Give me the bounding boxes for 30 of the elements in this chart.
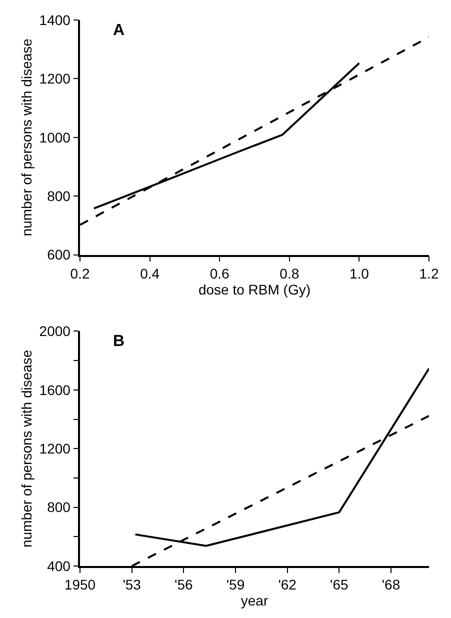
x-tick-label: '65 (330, 576, 348, 593)
y-axis-title: number of persons with disease (18, 350, 34, 548)
x-tick-label: 1.2 (419, 265, 439, 282)
x-tick-label: '68 (382, 576, 400, 593)
y-tick-label: 1200 (39, 440, 71, 457)
chart-title: A (113, 22, 125, 39)
y-tick-label: 600 (47, 246, 71, 263)
x-tick-label: 0.8 (280, 265, 300, 282)
y-axis-title: number of persons with disease (18, 38, 34, 236)
line-series (92, 62, 360, 210)
x-tick-label: 0.6 (210, 265, 230, 282)
x-tick-label: 0.2 (70, 265, 90, 282)
y-tick-label: 2000 (39, 323, 71, 340)
x-tick-label: '59 (226, 576, 245, 593)
x-axis-title: year (240, 592, 268, 609)
x-tick-label: '56 (174, 576, 193, 593)
y-tick-label: 800 (47, 188, 71, 204)
x-tick-label: 1.0 (349, 265, 370, 282)
x-tick-label: 1950 (64, 576, 96, 593)
y-tick-label: 1200 (39, 70, 71, 87)
x-tick-label: '62 (278, 576, 297, 593)
chart-title: B (113, 333, 125, 350)
x-tick-label: 0.4 (140, 265, 160, 282)
y-tick-label: 400 (47, 558, 71, 574)
x-tick-label: '53 (122, 576, 142, 593)
y-tick-label: 1600 (39, 382, 71, 398)
x-axis-title: dose to RBM (Gy) (198, 281, 311, 298)
y-tick-label: 1000 (39, 129, 71, 146)
y-tick-label: 800 (47, 499, 71, 516)
y-tick-label: 1400 (39, 12, 71, 28)
